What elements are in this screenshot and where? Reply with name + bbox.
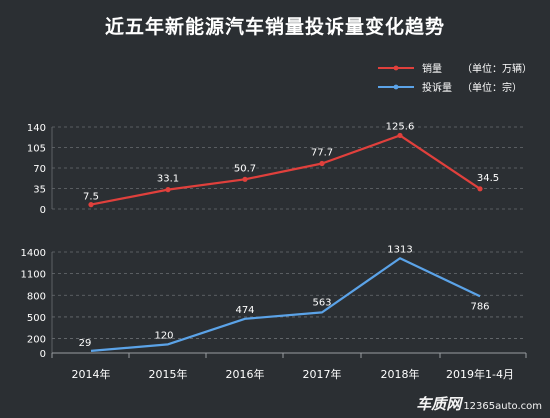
data-label-complaints: 563 bbox=[312, 297, 331, 308]
data-point-sales bbox=[319, 160, 325, 167]
x-tick-label: 2018年 bbox=[381, 367, 420, 381]
watermark-brand: 车质网 bbox=[416, 395, 462, 413]
data-point-sales bbox=[165, 187, 171, 193]
y-tick-label: 0 bbox=[40, 205, 46, 216]
y-tick-label: 800 bbox=[27, 291, 46, 302]
data-label-complaints: 29 bbox=[79, 338, 92, 349]
data-label-sales: 50.7 bbox=[234, 163, 256, 174]
series-line-sales bbox=[90, 134, 481, 206]
data-point-sales bbox=[242, 176, 248, 182]
watermark-url: 12365auto.com bbox=[463, 401, 542, 412]
legend-label-complaints: 投诉量 bbox=[422, 81, 452, 94]
data-label-sales: 125.6 bbox=[386, 121, 415, 132]
legend-marker-sales bbox=[393, 65, 399, 71]
series-line-complaints bbox=[90, 257, 481, 353]
legend-unit-sales: （单位：万辆） bbox=[462, 62, 532, 75]
data-label-sales: 77.7 bbox=[311, 147, 333, 158]
data-label-sales: 7.5 bbox=[83, 192, 99, 203]
data-label-complaints: 474 bbox=[235, 305, 254, 316]
data-point-sales bbox=[477, 186, 483, 192]
data-label-complaints: 1313 bbox=[387, 244, 412, 255]
legend-label-sales: 销量 bbox=[422, 62, 442, 75]
y-tick-label: 500 bbox=[27, 313, 46, 324]
legend-unit-complaints: （单位：宗） bbox=[462, 81, 522, 94]
x-tick-label: 2016年 bbox=[226, 367, 265, 381]
data-label-complaints: 120 bbox=[154, 330, 173, 341]
y-tick-label: 140 bbox=[27, 123, 46, 134]
x-tick-label: 2019年1-4月 bbox=[446, 367, 514, 381]
data-label-sales: 33.1 bbox=[157, 174, 179, 185]
chart-title: 近五年新能源汽车销量投诉量变化趋势 bbox=[104, 16, 445, 38]
y-tick-label: 200 bbox=[27, 335, 46, 346]
x-tick-label: 2017年 bbox=[303, 367, 342, 381]
data-label-complaints: 786 bbox=[470, 301, 489, 312]
x-tick-label: 2015年 bbox=[149, 367, 188, 381]
y-tick-label: 70 bbox=[33, 164, 46, 175]
y-tick-label: 0 bbox=[40, 349, 46, 360]
data-label-sales: 34.5 bbox=[477, 173, 499, 184]
data-point-sales bbox=[88, 202, 94, 208]
y-tick-label: 1400 bbox=[21, 248, 46, 259]
legend-marker-complaints bbox=[393, 84, 399, 90]
y-tick-label: 105 bbox=[27, 144, 46, 155]
watermark-logo: 车质网 12365auto.com bbox=[416, 393, 542, 414]
x-tick-label: 2014年 bbox=[72, 367, 111, 381]
data-point-sales bbox=[397, 132, 403, 139]
y-tick-label: 35 bbox=[33, 185, 46, 196]
y-tick-label: 1100 bbox=[21, 270, 46, 281]
